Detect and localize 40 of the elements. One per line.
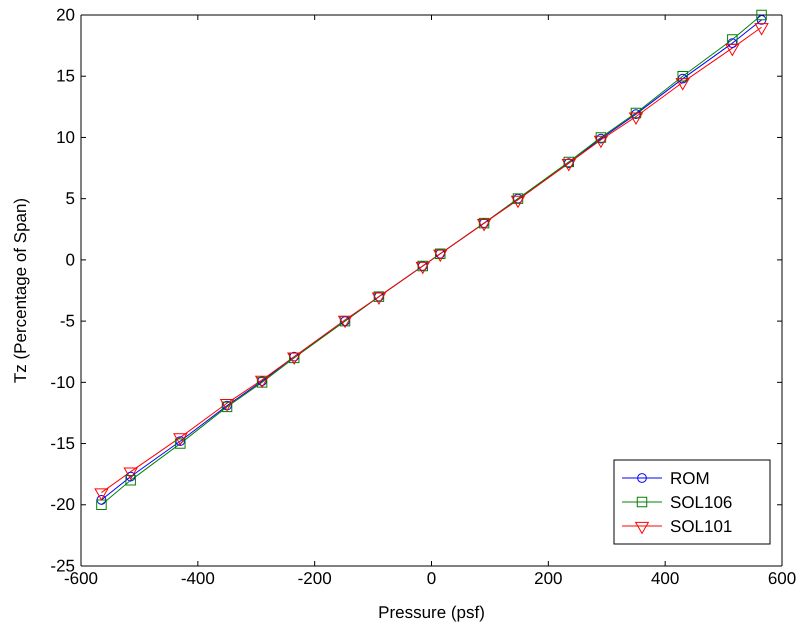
- x-tick-label: -200: [298, 569, 332, 588]
- point: [94, 488, 108, 500]
- point: [124, 468, 138, 480]
- point: [477, 218, 491, 231]
- point: [727, 38, 738, 48]
- x-tick-label: 600: [768, 569, 796, 588]
- y-tick-label: -15: [50, 434, 75, 453]
- y-tick-label: 10: [56, 128, 75, 147]
- point: [677, 70, 688, 82]
- x-tick-label: 0: [426, 569, 436, 588]
- x-tick-label: 400: [650, 569, 680, 588]
- y-tick-label: -5: [60, 312, 75, 331]
- point: [678, 74, 688, 84]
- point: [173, 433, 188, 446]
- point: [562, 158, 576, 171]
- y-tick-label: -20: [50, 495, 75, 514]
- y-tick-label: 0: [66, 250, 75, 270]
- y-tick-label: 5: [66, 189, 75, 208]
- point: [96, 495, 106, 505]
- point: [511, 196, 525, 208]
- point: [96, 500, 107, 510]
- point: [727, 34, 738, 45]
- y-tick-label: 15: [56, 66, 75, 86]
- x-axis-title: Pressure (psf): [378, 603, 485, 622]
- point: [756, 10, 767, 20]
- point: [416, 262, 430, 274]
- point: [125, 475, 136, 486]
- x-tick-label: -400: [180, 569, 215, 588]
- legend-label: SOL106: [670, 493, 732, 512]
- y-tick-label: -10: [50, 372, 75, 392]
- y-tick-label: 20: [56, 5, 75, 24]
- point: [725, 44, 740, 56]
- x-tick-label: 200: [534, 569, 563, 588]
- point: [629, 112, 643, 124]
- point: [594, 136, 608, 148]
- point: [372, 292, 386, 304]
- y-axis-title: Tz (Percentage of Span): [11, 198, 30, 384]
- point: [756, 15, 766, 25]
- legend-label: ROM: [670, 469, 710, 488]
- legend-label: SOL101: [670, 517, 732, 536]
